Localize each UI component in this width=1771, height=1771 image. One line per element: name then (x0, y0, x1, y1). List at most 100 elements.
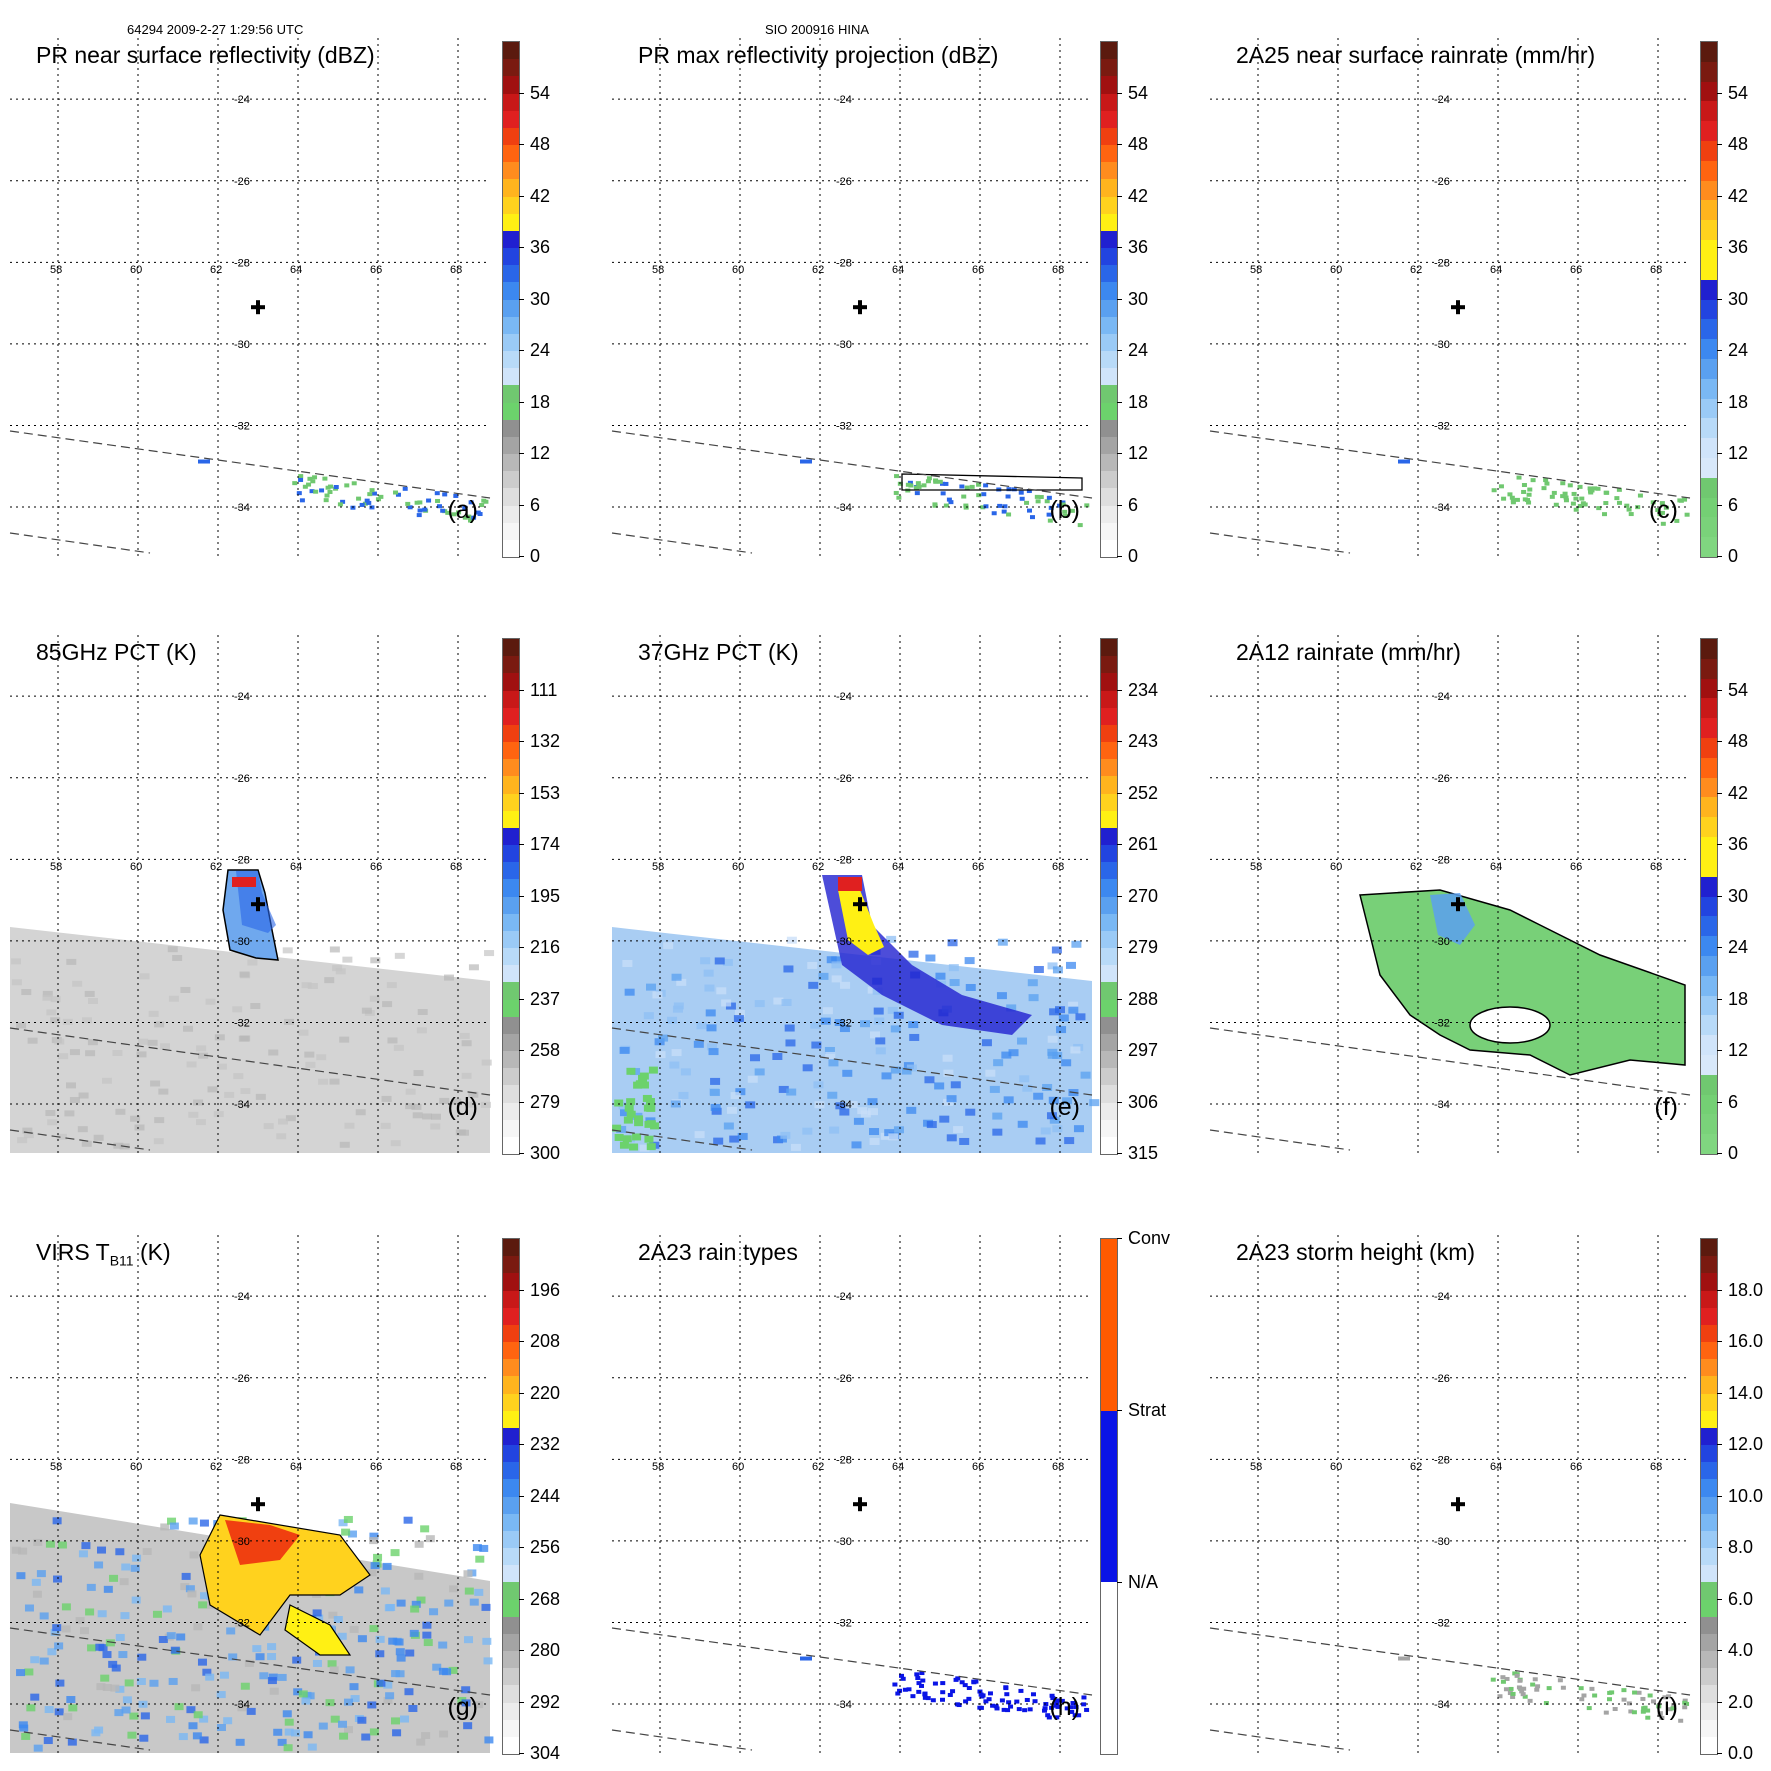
colorbar-tick-label: 18 (1128, 391, 1149, 412)
lat-tick-label: -24 (234, 94, 250, 106)
colorbar-tick-label: 42 (1728, 185, 1749, 206)
colorbar-i: 18.0 16.0 14.0 12.0 10.0 8.0 6.0 4.0 2.0 0.0 (1700, 1238, 1771, 1768)
colorbar-tick-label: 12.0 (1728, 1434, 1764, 1455)
colorbar-swatch (1101, 351, 1117, 369)
colorbar-swatch (503, 213, 519, 232)
colorbar-swatch (1101, 333, 1117, 352)
colorbar-swatch (503, 930, 519, 949)
lat-tick-label: -34 (836, 502, 852, 514)
colorbar-swatch (1701, 477, 1717, 499)
colorbar-tickmark (519, 1341, 524, 1343)
colorbar-tickmark (519, 690, 524, 691)
colorbar-swatch (503, 539, 519, 558)
colorbar-tickmark (519, 1753, 524, 1754)
colorbar-tickmark (1717, 1650, 1722, 1652)
colorbar-swatch (503, 1633, 519, 1652)
lon-tick-label: 62 (1410, 861, 1422, 873)
colorbar-swatch (1101, 1410, 1117, 1583)
lat-tick-label: -26 (836, 1373, 852, 1385)
colorbar-tickmark (1117, 298, 1122, 300)
colorbar-swatch (503, 1736, 519, 1755)
colorbar-swatch (1701, 1376, 1717, 1394)
colorbar-tick-label: 268 (530, 1588, 561, 1609)
colorbar-swatch (503, 59, 519, 77)
colorbar-swatch (1101, 145, 1117, 163)
colorbar-tickmark (1117, 741, 1122, 743)
colorbar-swatch (503, 656, 519, 674)
lon-tick-label: 58 (50, 264, 62, 276)
colorbar-tickmark (1717, 947, 1722, 949)
colorbar-tick-label: 195 (530, 885, 561, 906)
lat-tick-label: -34 (1434, 1099, 1450, 1111)
colorbar-swatch (1701, 1445, 1717, 1463)
colorbar-tickmark (519, 195, 524, 197)
pr-swath-edges (611, 1027, 1093, 1151)
colorbar-swatch (1701, 358, 1717, 380)
colorbar-tick-label: 252 (1128, 782, 1159, 803)
colorbar-tickmark (1717, 144, 1722, 146)
colorbar-swatch (503, 742, 519, 760)
colorbar-swatch (1701, 1702, 1717, 1721)
colorbar-swatch (503, 759, 519, 777)
lat-tick-label: -28 (234, 854, 250, 866)
colorbar-f: 54 48 42 36 30 24 18 12 6 0 (1700, 638, 1771, 1168)
colorbar-strip (1700, 1238, 1718, 1755)
map-f: 58 60 62 64 66 68 -24 -26 -28 -30 -32 -34 (1209, 635, 1691, 1153)
storm-center-marker (1451, 897, 1465, 912)
colorbar-swatch (1101, 948, 1117, 966)
colorbar-swatch (1101, 1239, 1117, 1412)
colorbar-tick-label: 8.0 (1728, 1537, 1754, 1558)
colorbar-swatch (503, 707, 519, 726)
colorbar-swatch (1101, 1051, 1117, 1069)
colorbar-swatch (503, 1719, 519, 1738)
panel-title: 37GHz PCT (K) (638, 639, 799, 666)
colorbar-tick-label: 18 (1728, 988, 1749, 1009)
colorbar-tickmark (519, 947, 524, 949)
colorbar-tickmark (1717, 556, 1722, 557)
colorbar-tickmark (1717, 1341, 1722, 1343)
colorbar-tick-label: 36 (1128, 237, 1149, 258)
colorbar-strip (1100, 1238, 1118, 1755)
colorbar-tick-label: 4.0 (1728, 1640, 1754, 1661)
colorbar-swatch (1701, 1582, 1717, 1600)
colorbar-tickmark (519, 504, 524, 506)
colorbar-tick-label: 288 (1128, 988, 1159, 1009)
colorbar-swatch (1701, 936, 1717, 957)
panel-c: 58 60 62 64 66 68 -24 -26 -28 -30 -32 -34 2A25 near … (1209, 38, 1691, 556)
colorbar-swatch (503, 162, 519, 180)
colorbar-tick-label: 258 (530, 1040, 561, 1061)
colorbar-swatch (503, 827, 519, 846)
colorbar-tickmark (519, 792, 524, 794)
lon-tick-label: 66 (370, 861, 382, 873)
colorbar-tickmark (519, 998, 524, 1000)
colorbar-swatch (1101, 93, 1117, 112)
header-storm-id: SIO 200916 HINA (765, 22, 870, 37)
colorbar-swatch (503, 1273, 519, 1291)
colorbar-swatch (1701, 1307, 1717, 1326)
colorbar-swatch (503, 127, 519, 146)
colorbar-tick-label: 234 (1128, 680, 1159, 700)
colorbar-swatch (1101, 982, 1117, 1000)
colorbar-swatch (1101, 162, 1117, 180)
colorbar-swatch (503, 454, 519, 472)
colorbar-tick-label: 237 (530, 988, 561, 1009)
colorbar-tick-label: 54 (530, 83, 551, 103)
pr-swath-edges (1209, 1027, 1691, 1151)
colorbar-swatch (1701, 1094, 1717, 1115)
colorbar-a: 54 48 42 36 30 24 18 12 6 0 (502, 41, 582, 571)
colorbar-swatch (1701, 279, 1717, 300)
colorbar-tick-label: Strat (1128, 1400, 1167, 1420)
colorbar-strip (1700, 638, 1718, 1155)
pr-swath-edges (1209, 1627, 1691, 1751)
colorbar-swatch (1701, 876, 1717, 897)
colorbar-tick-label: 42 (1128, 185, 1149, 206)
panel-e: 58 60 62 64 66 68 -24 -26 -28 -30 -32 -34 37GHz PCT … (611, 635, 1100, 1153)
colorbar-swatch (503, 1256, 519, 1274)
colorbar-swatch (503, 673, 519, 691)
lat-tick-label: -32 (234, 1617, 250, 1629)
colorbar-tickmark (519, 741, 524, 743)
lat-tick-label: -28 (1434, 1454, 1450, 1466)
colorbar-swatch (503, 896, 519, 915)
lon-tick-label: 66 (972, 861, 984, 873)
colorbar-swatch (503, 1582, 519, 1600)
